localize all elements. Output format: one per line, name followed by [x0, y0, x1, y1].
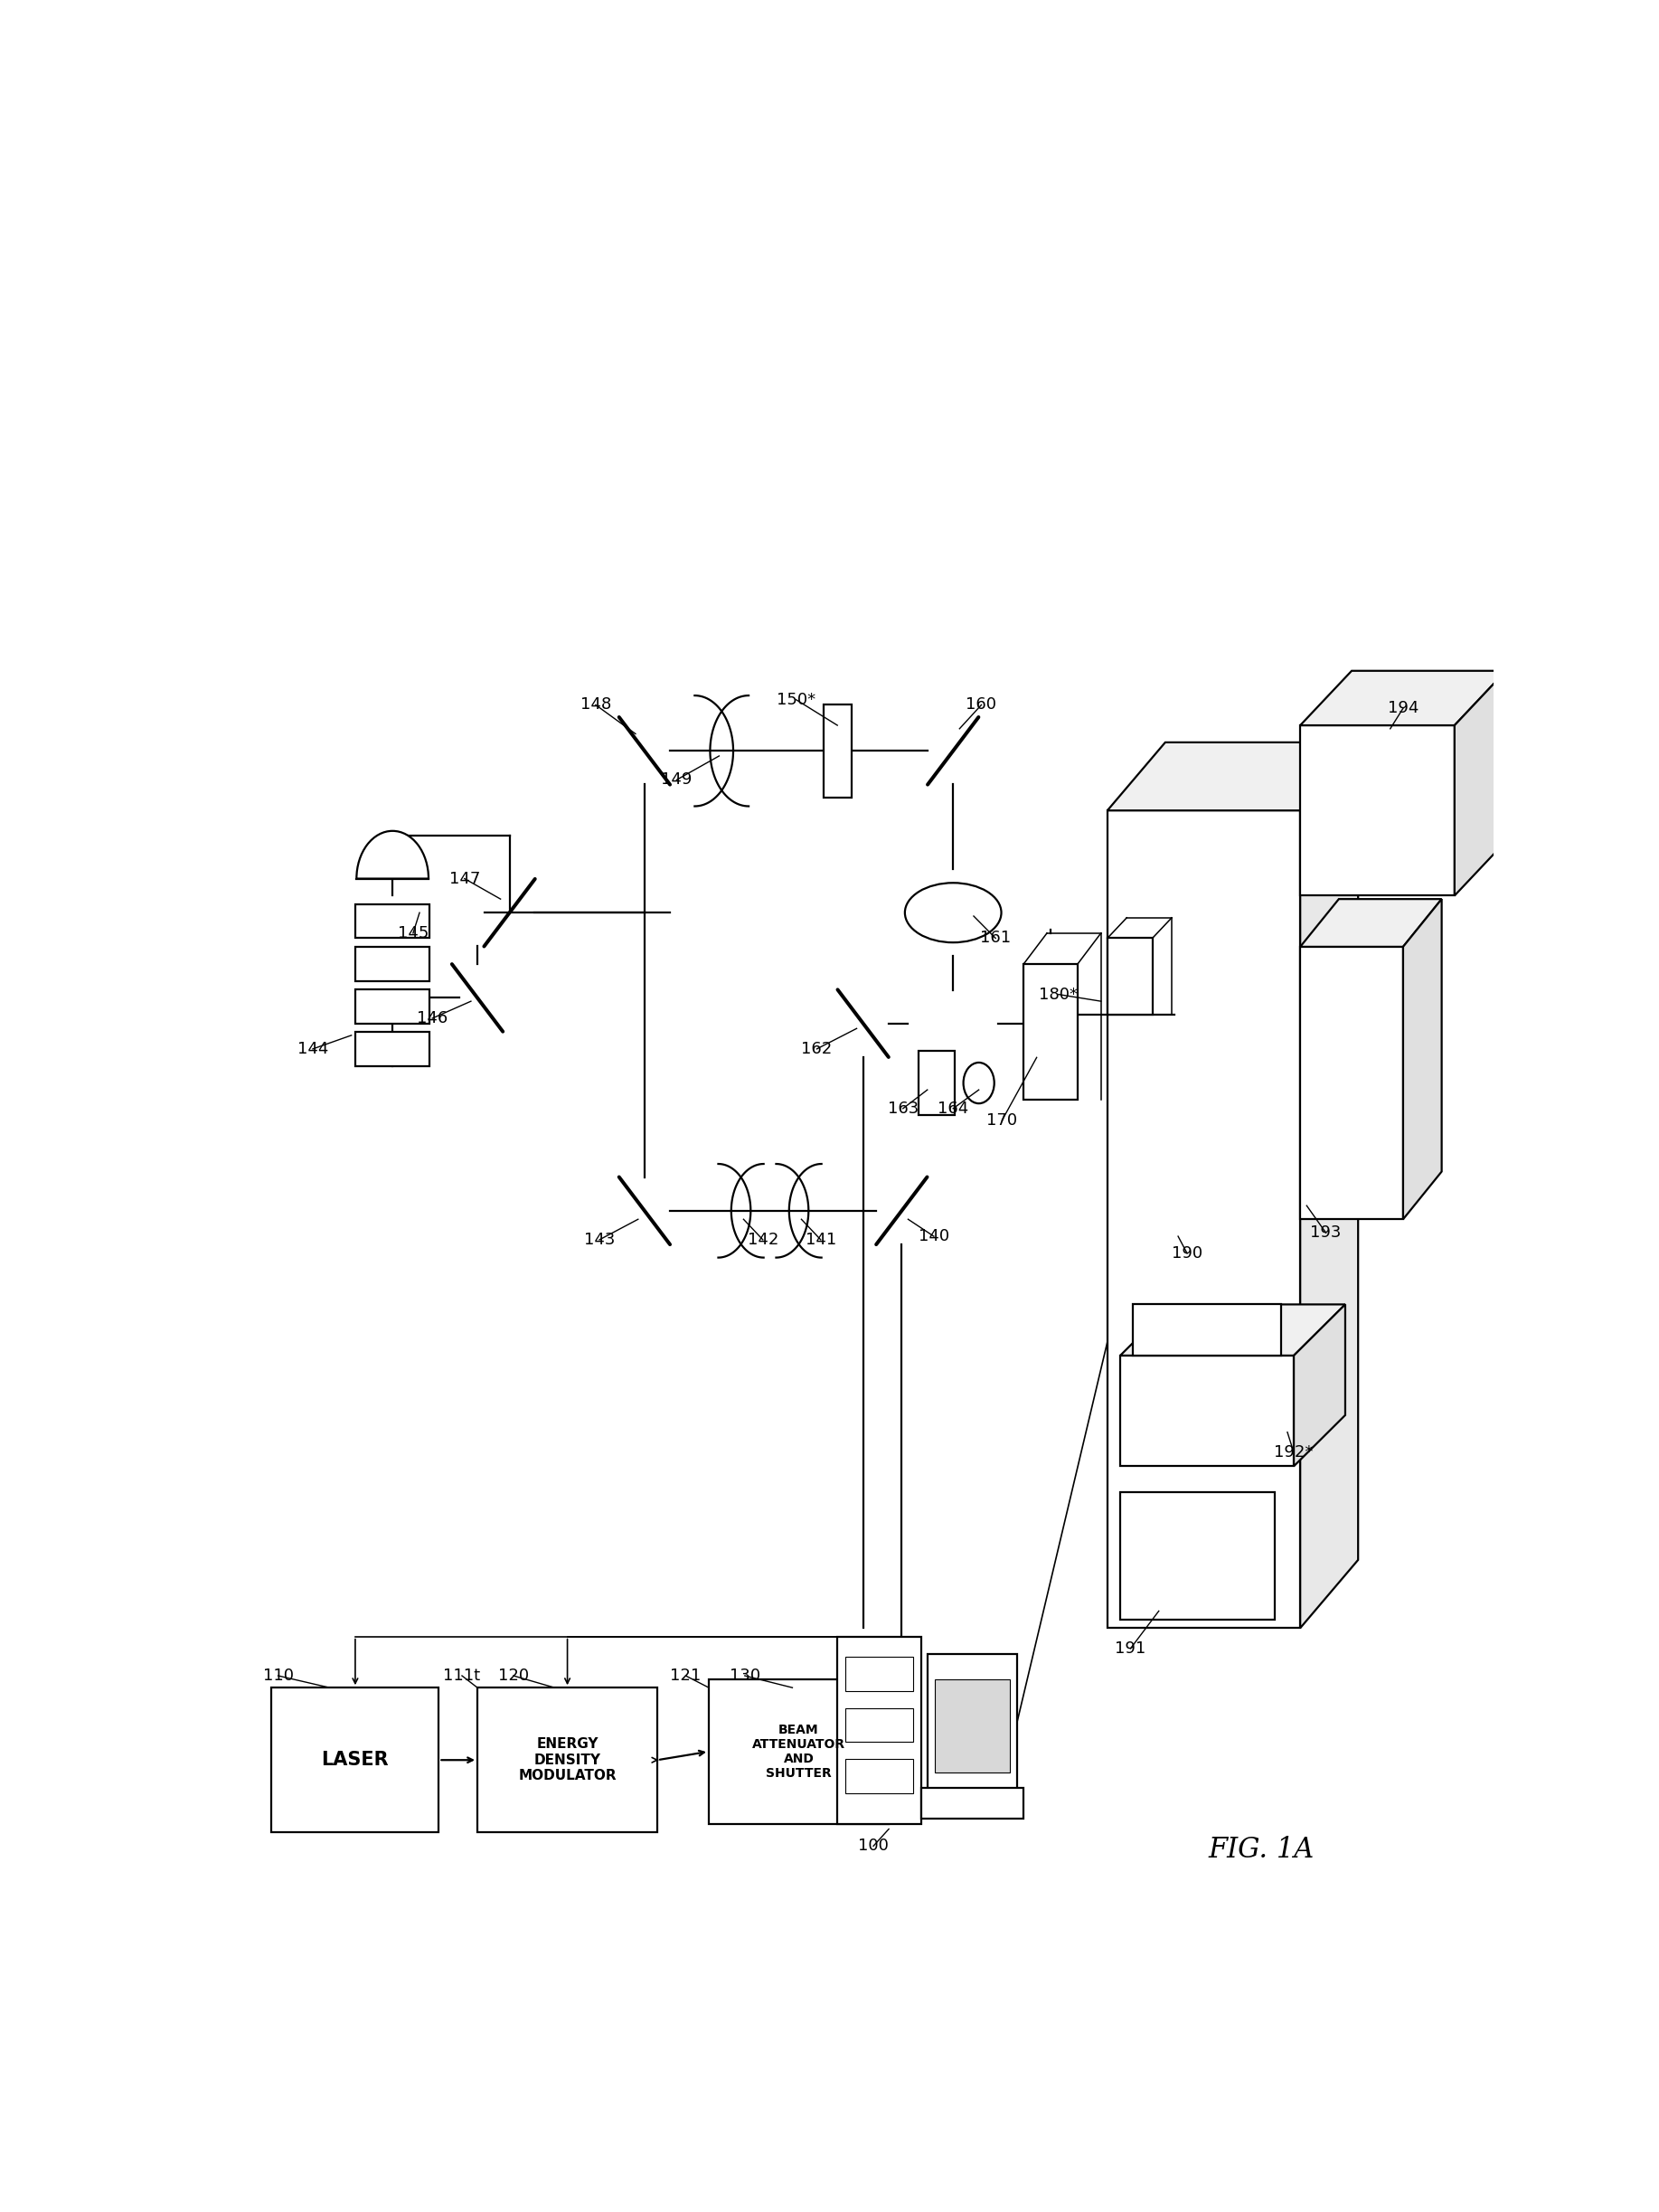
Polygon shape: [1301, 743, 1359, 1628]
Text: 120: 120: [498, 1668, 529, 1683]
Bar: [1120, 1491, 1274, 1619]
Text: 190: 190: [1171, 1245, 1203, 1261]
Text: BEAM
ATTENUATOR
AND
SHUTTER: BEAM ATTENUATOR AND SHUTTER: [752, 1723, 846, 1781]
Bar: [844, 1657, 912, 1690]
Text: 191: 191: [1115, 1641, 1146, 1657]
Text: 163: 163: [888, 1099, 919, 1117]
Bar: [844, 1708, 912, 1743]
Text: 110: 110: [262, 1668, 294, 1683]
Bar: [355, 947, 430, 980]
Text: 148: 148: [581, 697, 611, 712]
Polygon shape: [1301, 670, 1506, 726]
Text: 144: 144: [297, 1042, 328, 1057]
Text: 145: 145: [398, 925, 428, 942]
Bar: [1120, 1356, 1294, 1467]
Bar: [936, 1679, 1010, 1772]
Text: 121: 121: [670, 1668, 702, 1683]
Polygon shape: [1108, 743, 1359, 810]
Bar: [823, 703, 851, 799]
Bar: [478, 1688, 657, 1832]
Polygon shape: [1294, 1305, 1345, 1467]
Bar: [1108, 938, 1153, 1015]
Polygon shape: [1120, 1305, 1345, 1356]
Bar: [1108, 810, 1301, 1628]
Text: 130: 130: [730, 1668, 760, 1683]
Text: 162: 162: [801, 1042, 833, 1057]
Text: 111t: 111t: [443, 1668, 481, 1683]
Text: LASER: LASER: [322, 1752, 388, 1770]
Text: 193: 193: [1311, 1225, 1342, 1241]
Bar: [1301, 947, 1404, 1219]
Bar: [919, 1051, 954, 1115]
Text: 141: 141: [805, 1232, 836, 1248]
Text: 146: 146: [416, 1011, 448, 1026]
Text: ENERGY
DENSITY
MODULATOR: ENERGY DENSITY MODULATOR: [518, 1736, 617, 1783]
Wedge shape: [357, 832, 428, 878]
Bar: [927, 1655, 1017, 1790]
Bar: [1024, 964, 1078, 1099]
Bar: [1301, 726, 1455, 896]
Text: 143: 143: [584, 1232, 615, 1248]
Text: 149: 149: [662, 772, 692, 787]
Text: 180*: 180*: [1039, 987, 1078, 1002]
Text: 170: 170: [987, 1113, 1017, 1128]
Text: 192*: 192*: [1274, 1444, 1314, 1460]
Bar: [921, 1787, 1024, 1818]
Polygon shape: [1455, 670, 1506, 896]
Bar: [1133, 1305, 1281, 1356]
Bar: [708, 1679, 889, 1825]
Text: FIG. 1A: FIG. 1A: [1209, 1836, 1314, 1863]
Bar: [355, 905, 430, 938]
Circle shape: [964, 1062, 994, 1104]
Ellipse shape: [904, 883, 1002, 942]
Polygon shape: [1404, 898, 1442, 1219]
Bar: [355, 1031, 430, 1066]
Bar: [838, 1637, 921, 1825]
Text: 164: 164: [937, 1099, 969, 1117]
Bar: [844, 1759, 912, 1794]
Text: 147: 147: [450, 872, 479, 887]
Polygon shape: [1301, 898, 1442, 947]
Text: 194: 194: [1387, 701, 1418, 717]
Text: 140: 140: [919, 1228, 949, 1245]
Text: 160: 160: [966, 697, 997, 712]
Text: 100: 100: [858, 1838, 889, 1854]
Bar: [355, 989, 430, 1024]
Bar: [272, 1688, 438, 1832]
Text: 161: 161: [980, 929, 1010, 947]
Text: 150*: 150*: [776, 692, 816, 708]
Text: 142: 142: [747, 1232, 778, 1248]
